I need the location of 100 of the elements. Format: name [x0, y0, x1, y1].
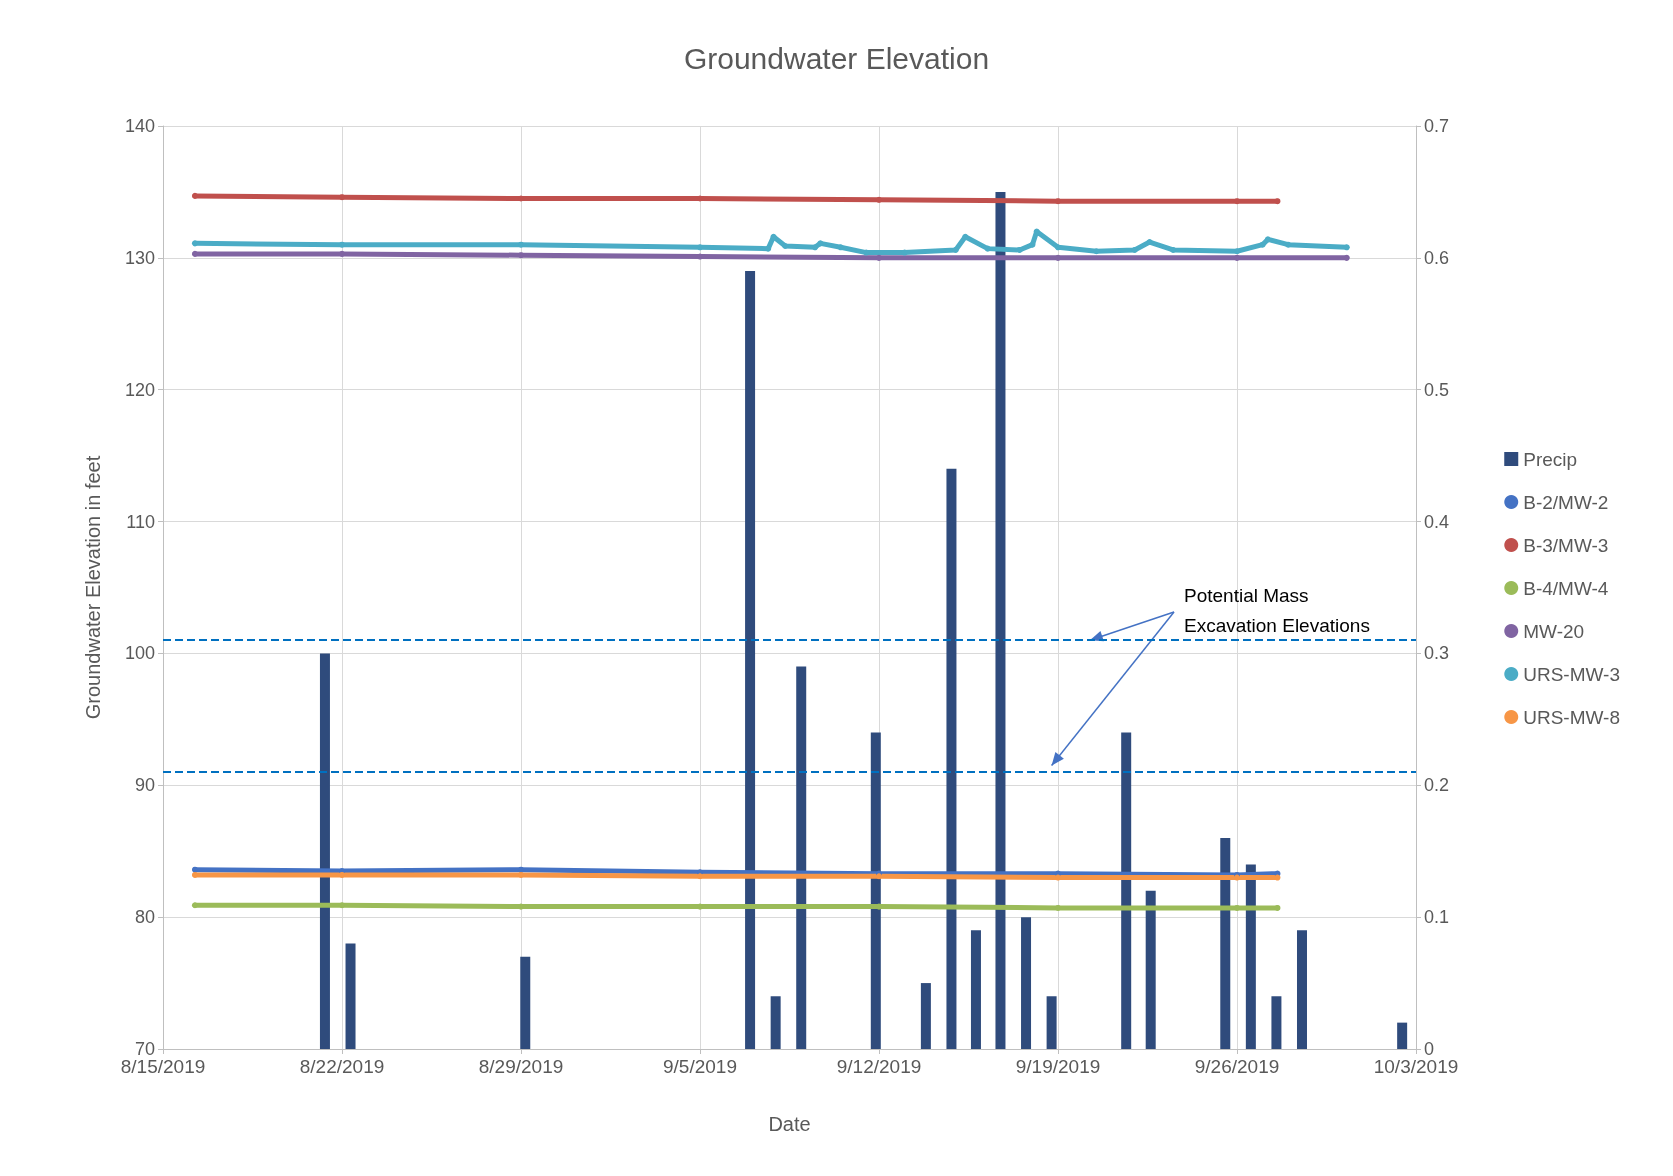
point: [1055, 254, 1061, 261]
point: [1259, 241, 1266, 248]
point: [518, 871, 524, 878]
point: [191, 866, 198, 873]
point: [876, 196, 882, 203]
bar: [745, 271, 756, 1049]
point: [191, 192, 198, 199]
point: [1055, 874, 1061, 881]
bar: [1145, 890, 1156, 1049]
bar: [946, 468, 957, 1049]
point: [518, 252, 524, 259]
bar: [870, 732, 881, 1049]
legend-label: B-3/MW-3: [1523, 534, 1609, 556]
y2-tick-label: 0.5: [1424, 379, 1450, 400]
point: [1234, 254, 1240, 261]
bar: [920, 983, 931, 1049]
y2-tick-label: 0.2: [1424, 775, 1450, 796]
bar: [995, 191, 1006, 1049]
y2-tick-label: 0.4: [1424, 511, 1450, 532]
legend-label: B-2/MW-2: [1523, 491, 1609, 513]
point: [697, 873, 703, 880]
x-tick-label: 8/29/2019: [478, 1056, 564, 1077]
legend-label: MW-20: [1523, 620, 1585, 642]
point: [1093, 248, 1100, 255]
point: [1234, 198, 1240, 205]
bar: [1121, 732, 1132, 1049]
y-tick-label: 90: [134, 775, 155, 796]
bar: [1046, 996, 1057, 1049]
point: [518, 866, 524, 873]
point: [339, 250, 345, 257]
point: [817, 240, 824, 247]
point: [518, 903, 524, 910]
point: [1343, 244, 1350, 251]
point: [339, 871, 345, 878]
point: [697, 244, 703, 251]
bar: [520, 956, 531, 1049]
point: [1055, 198, 1061, 205]
point: [191, 250, 198, 257]
y-tick-label: 110: [126, 511, 155, 532]
point: [697, 195, 703, 202]
y2-tick-label: 0: [1424, 1039, 1435, 1059]
x-tick-label: 9/12/2019: [836, 1056, 922, 1077]
bar: [1021, 917, 1032, 1049]
point: [1055, 244, 1061, 251]
x-tick-label: 8/22/2019: [299, 1056, 385, 1077]
bar: [1296, 930, 1307, 1049]
point: [518, 241, 524, 248]
bar: [1245, 864, 1256, 1049]
bar: [1397, 1022, 1408, 1049]
y2-tick-label: 0.3: [1424, 643, 1450, 664]
point: [1234, 904, 1240, 911]
chart-title: Groundwater Elevation: [683, 41, 990, 75]
bar: [345, 943, 356, 1049]
point: [191, 240, 198, 247]
point: [1055, 904, 1061, 911]
y-tick-label: 120: [124, 379, 155, 400]
point: [1274, 874, 1281, 881]
y-tick-label: 130: [124, 247, 155, 268]
y-tick-label: 100: [124, 643, 155, 664]
point: [1274, 904, 1281, 911]
bar: [1220, 838, 1231, 1049]
point: [952, 246, 959, 253]
x-tick-label: 8/15/2019: [120, 1056, 206, 1077]
point: [837, 244, 844, 251]
point: [697, 253, 703, 260]
annotation: Potential Mass Excavation Elevations: [1184, 584, 1370, 636]
point: [812, 244, 819, 251]
x-axis-title: Date: [768, 1113, 811, 1135]
legend-label: Precip: [1523, 448, 1578, 470]
point: [191, 902, 198, 909]
bar: [970, 930, 981, 1049]
y2-tick-label: 0.1: [1424, 907, 1450, 928]
point: [697, 903, 703, 910]
y2-tick-label: 0.6: [1424, 247, 1450, 268]
legend-label: URS-MW-3: [1523, 663, 1621, 685]
y-tick-label: 80: [134, 907, 155, 928]
bar: [796, 666, 807, 1049]
legend-label: URS-MW-8: [1523, 706, 1621, 728]
point: [876, 903, 882, 910]
x-tick-label: 9/26/2019: [1194, 1056, 1280, 1077]
point: [1170, 246, 1177, 253]
point: [1016, 246, 1023, 253]
y-axis-title: Groundwater Elevation in feet: [82, 455, 104, 720]
bar: [1271, 996, 1282, 1049]
point: [765, 245, 772, 252]
y2-tick-label: 0.7: [1424, 116, 1450, 136]
y-tick-label: 70: [134, 1039, 155, 1059]
legend-label: B-4/MW-4: [1523, 577, 1609, 599]
point: [984, 245, 991, 252]
point: [1343, 254, 1350, 261]
point: [1029, 241, 1036, 248]
point: [339, 194, 345, 201]
point: [1274, 198, 1281, 205]
point: [1131, 246, 1138, 253]
point: [518, 195, 524, 202]
point: [191, 871, 198, 878]
bar: [770, 996, 781, 1049]
x-tick-label: 9/5/2019: [663, 1056, 737, 1077]
bar: [319, 653, 330, 1049]
point: [339, 902, 345, 909]
